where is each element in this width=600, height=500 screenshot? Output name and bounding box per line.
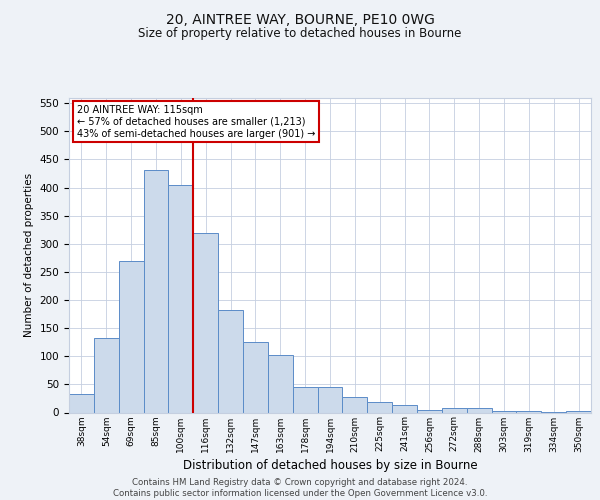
Text: 20, AINTREE WAY, BOURNE, PE10 0WG: 20, AINTREE WAY, BOURNE, PE10 0WG	[166, 12, 434, 26]
Bar	[367, 402, 392, 412]
Bar	[442, 408, 467, 412]
Text: Contains HM Land Registry data © Crown copyright and database right 2024.
Contai: Contains HM Land Registry data © Crown c…	[113, 478, 487, 498]
Text: Size of property relative to detached houses in Bourne: Size of property relative to detached ho…	[139, 28, 461, 40]
Y-axis label: Number of detached properties: Number of detached properties	[24, 173, 34, 337]
Bar	[94, 338, 119, 412]
Text: 20 AINTREE WAY: 115sqm
← 57% of detached houses are smaller (1,213)
43% of semi-: 20 AINTREE WAY: 115sqm ← 57% of detached…	[77, 106, 315, 138]
Bar	[417, 410, 442, 412]
Bar	[69, 394, 94, 412]
Bar	[193, 232, 218, 412]
Bar	[343, 397, 367, 412]
X-axis label: Distribution of detached houses by size in Bourne: Distribution of detached houses by size …	[182, 458, 478, 471]
Bar	[293, 386, 317, 412]
Bar	[268, 354, 293, 412]
Bar	[119, 260, 143, 412]
Bar	[143, 170, 169, 412]
Bar	[467, 408, 491, 412]
Bar	[317, 386, 343, 412]
Bar	[169, 184, 193, 412]
Bar	[218, 310, 243, 412]
Bar	[243, 342, 268, 412]
Bar	[392, 404, 417, 412]
